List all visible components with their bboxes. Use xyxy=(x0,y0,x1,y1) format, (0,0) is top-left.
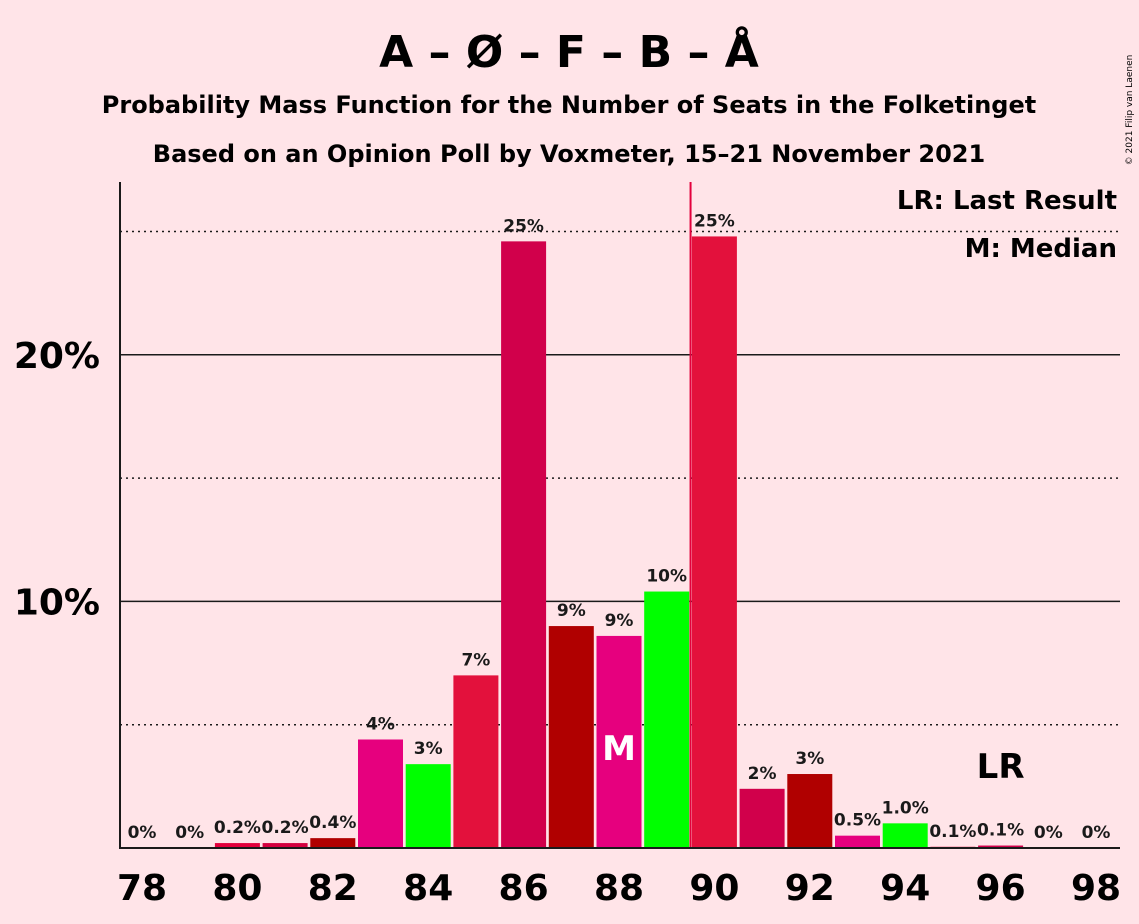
bar-value-label: 3% xyxy=(414,739,443,759)
y-tick-label: 10% xyxy=(14,582,100,623)
bar-value-label: 0.2% xyxy=(262,818,309,838)
y-tick-label: 20% xyxy=(14,336,100,377)
bar xyxy=(262,843,308,848)
x-tick-label: 96 xyxy=(976,868,1026,909)
bar-value-label: 0.2% xyxy=(214,818,261,838)
x-tick-label: 94 xyxy=(880,868,930,909)
x-tick-label: 78 xyxy=(117,868,167,909)
bar-value-label: 9% xyxy=(557,601,586,621)
x-tick-label: 92 xyxy=(785,868,835,909)
chart-subtitle-1: Probability Mass Function for the Number… xyxy=(102,91,1036,119)
chart-text: A – Ø – F – B – Å Probability Mass Funct… xyxy=(102,25,1135,264)
bar-value-label: 0.1% xyxy=(977,821,1024,841)
bar-value-label: 4% xyxy=(366,714,395,734)
bar-value-label: 0.4% xyxy=(309,813,356,833)
bar-value-label: 1.0% xyxy=(882,798,929,818)
bars: 0% 0% 0.2% 0.2% 0.4%4%3%7%25%9% 9%10%25%2%3%0… xyxy=(128,211,1111,848)
bar-value-label: 0% xyxy=(175,823,204,843)
last-result-marker: LR xyxy=(977,747,1025,787)
copyright-note: © 2021 Filip van Laenen xyxy=(1125,55,1135,166)
bar-value-label: 2% xyxy=(748,764,777,784)
bar-value-label: 0% xyxy=(1082,823,1111,843)
bar-value-label: 0.1% xyxy=(929,822,976,842)
bar xyxy=(787,774,833,848)
bar xyxy=(453,675,499,848)
bar xyxy=(358,739,403,848)
bar xyxy=(405,764,451,848)
x-tick-label: 80 xyxy=(212,868,262,909)
bar-value-label: 25% xyxy=(694,211,735,231)
bar-value-label: 7% xyxy=(461,650,490,670)
bar-value-label: 3% xyxy=(795,749,824,769)
bar xyxy=(882,823,928,848)
bar-value-label: 0% xyxy=(1034,823,1063,843)
bar xyxy=(214,843,260,848)
legend-median: M: Median xyxy=(965,234,1117,264)
bar xyxy=(835,835,880,848)
bar xyxy=(548,626,594,848)
bar-value-label: 25% xyxy=(503,216,544,236)
bar xyxy=(501,241,547,848)
x-tick-label: 90 xyxy=(689,868,739,909)
bar xyxy=(739,788,785,848)
bar-value-label: 10% xyxy=(646,567,687,587)
axes: 10% 20% 78 80 82 84 86 88 90 92 94 96 98 xyxy=(14,182,1121,909)
median-marker: M xyxy=(602,729,636,769)
bar xyxy=(596,635,642,848)
x-tick-label: 86 xyxy=(499,868,549,909)
x-tick-label: 88 xyxy=(594,868,644,909)
bar xyxy=(691,236,737,848)
chart-subtitle-2: Based on an Opinion Poll by Voxmeter, 15… xyxy=(153,140,985,168)
legend-last-result: LR: Last Result xyxy=(897,186,1117,216)
x-tick-label: 98 xyxy=(1071,868,1121,909)
x-tick-label: 84 xyxy=(403,868,453,909)
bar-value-label: 0% xyxy=(128,823,157,843)
bar-value-label: 9% xyxy=(605,611,634,631)
bar xyxy=(644,591,690,848)
bar xyxy=(310,838,356,848)
chart-title: A – Ø – F – B – Å xyxy=(379,25,759,78)
x-tick-label: 82 xyxy=(308,868,358,909)
bar-value-label: 0.5% xyxy=(834,811,881,831)
bar xyxy=(978,845,1024,848)
